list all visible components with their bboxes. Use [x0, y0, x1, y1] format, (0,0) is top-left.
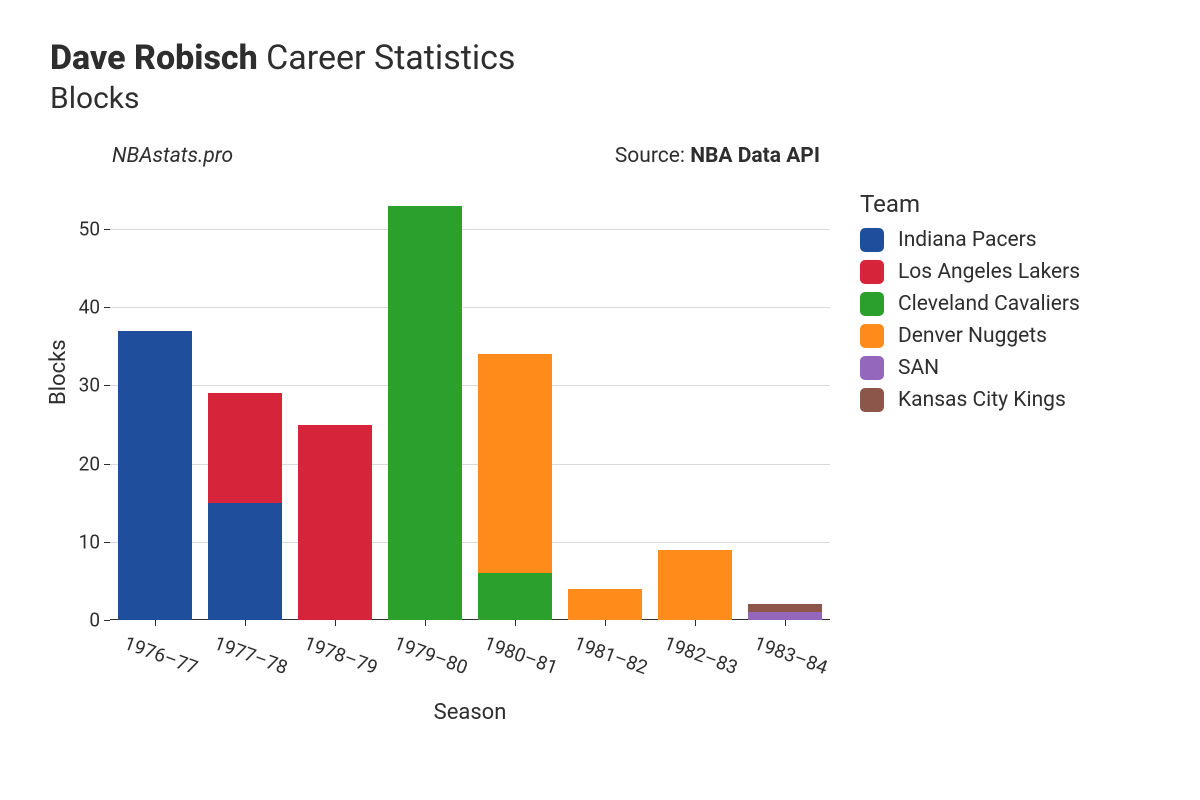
bar-segment: [478, 354, 552, 573]
chart-container: Dave Robisch Career Statistics Blocks NB…: [0, 0, 1200, 800]
x-tick-mark: [605, 620, 606, 626]
legend-swatch: [860, 260, 884, 284]
legend-label: Los Angeles Lakers: [898, 260, 1080, 284]
bar-segment: [208, 393, 282, 502]
source-name: NBA Data API: [690, 144, 820, 168]
x-tick-label: 1981–82: [571, 620, 655, 679]
bar-segment: [208, 503, 282, 620]
bar: [748, 604, 822, 620]
x-tick-label: 1979–80: [391, 620, 475, 679]
x-tick-label: 1980–81: [481, 620, 565, 679]
legend-label: Cleveland Cavaliers: [898, 292, 1080, 316]
gridline: [110, 385, 830, 386]
source-label: Source: NBA Data API: [615, 144, 820, 168]
y-tick-label: 30: [79, 374, 110, 397]
x-axis-title: Season: [110, 700, 830, 725]
chart-title: Dave Robisch Career Statistics: [50, 38, 1150, 79]
y-tick-label: 10: [79, 530, 110, 553]
y-tick-label: 20: [79, 452, 110, 475]
legend-item: Denver Nuggets: [860, 324, 1080, 348]
legend-item: Cleveland Cavaliers: [860, 292, 1080, 316]
legend-item: Los Angeles Lakers: [860, 260, 1080, 284]
bar: [118, 331, 192, 620]
bar: [298, 425, 372, 620]
x-tick-mark: [785, 620, 786, 626]
legend-swatch: [860, 388, 884, 412]
legend-swatch: [860, 228, 884, 252]
legend-swatch: [860, 324, 884, 348]
legend-label: SAN: [898, 356, 939, 380]
bar: [658, 550, 732, 620]
meta-row: NBAstats.pro Source: NBA Data API: [50, 144, 820, 168]
legend-item: Kansas City Kings: [860, 388, 1080, 412]
x-tick-mark: [425, 620, 426, 626]
bar-segment: [748, 612, 822, 620]
chart-subtitle: Blocks: [50, 81, 1150, 116]
bar-segment: [568, 589, 642, 620]
title-block: Dave Robisch Career Statistics Blocks: [50, 38, 1150, 116]
source-prefix: Source:: [615, 144, 690, 168]
x-tick-mark: [695, 620, 696, 626]
bar: [568, 589, 642, 620]
bar-segment: [478, 573, 552, 620]
x-tick-mark: [155, 620, 156, 626]
legend-title: Team: [860, 190, 1080, 218]
x-tick-label: 1977–78: [211, 620, 295, 679]
legend-label: Indiana Pacers: [898, 228, 1037, 252]
x-tick-mark: [335, 620, 336, 626]
legend-swatch: [860, 356, 884, 380]
legend-item: SAN: [860, 356, 1080, 380]
bar-segment: [388, 206, 462, 620]
title-suffix: Career Statistics: [266, 38, 515, 78]
x-tick-label: 1978–79: [301, 620, 385, 679]
y-tick-label: 50: [79, 218, 110, 241]
legend-item: Indiana Pacers: [860, 228, 1080, 252]
bar-segment: [658, 550, 732, 620]
y-axis-title: Blocks: [46, 339, 71, 405]
bar-segment: [118, 331, 192, 620]
bar-segment: [748, 604, 822, 612]
legend: Team Indiana Pacers Los Angeles Lakers Cle…: [860, 190, 1080, 420]
x-tick-mark: [515, 620, 516, 626]
site-credit: NBAstats.pro: [112, 144, 233, 168]
x-tick-label: 1983–84: [751, 620, 835, 679]
bar: [478, 354, 552, 620]
gridline: [110, 307, 830, 308]
gridline: [110, 229, 830, 230]
plot-area: 010203040501976–771977–781978–791979–801…: [110, 190, 830, 620]
y-tick-label: 0: [89, 609, 110, 632]
legend-swatch: [860, 292, 884, 316]
bar: [208, 393, 282, 620]
y-tick-label: 40: [79, 296, 110, 319]
x-tick-label: 1982–83: [661, 620, 745, 679]
legend-label: Kansas City Kings: [898, 388, 1066, 412]
player-name: Dave Robisch: [50, 38, 258, 78]
x-tick-mark: [245, 620, 246, 626]
x-tick-label: 1976–77: [121, 620, 205, 679]
legend-label: Denver Nuggets: [898, 324, 1047, 348]
bar: [388, 206, 462, 620]
bar-segment: [298, 425, 372, 620]
